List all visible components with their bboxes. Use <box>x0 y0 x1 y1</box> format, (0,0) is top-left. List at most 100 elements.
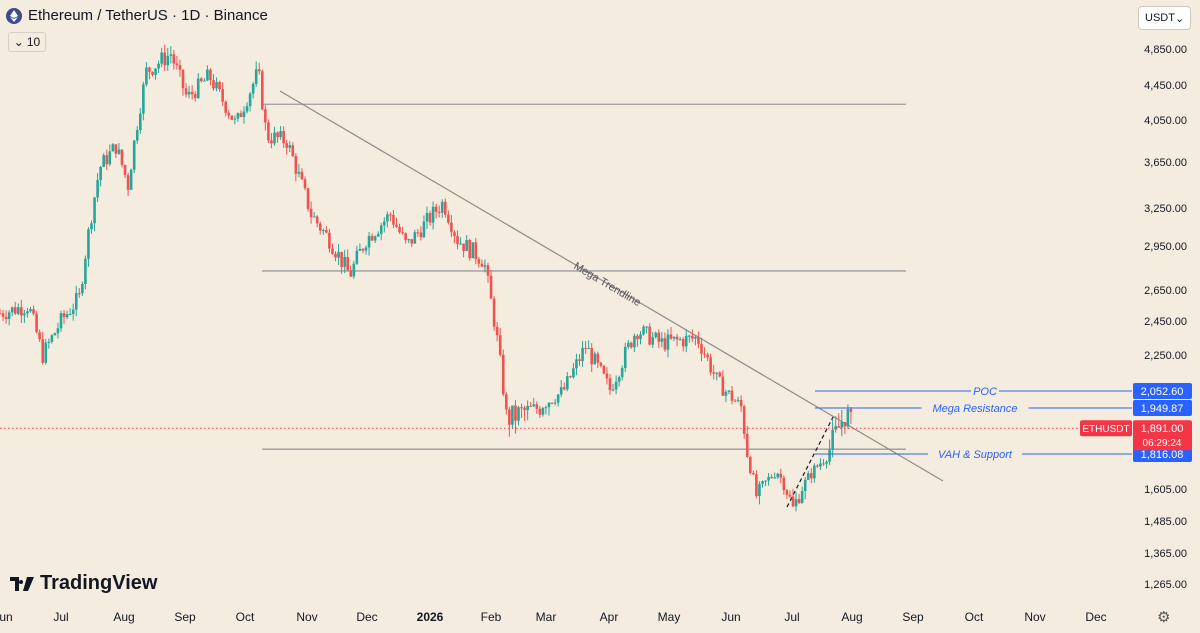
candle-body <box>556 394 560 403</box>
candle-body <box>712 372 715 374</box>
candle-body <box>224 101 227 113</box>
candle-body <box>65 314 69 318</box>
candle-body <box>666 334 670 350</box>
candle-body <box>715 372 719 374</box>
candle-body <box>550 402 554 404</box>
candle-body <box>596 353 600 363</box>
chevron-down-icon: ⌄ <box>13 35 24 49</box>
candle-body <box>678 339 682 341</box>
candle-body <box>361 248 365 251</box>
x-tick-label: Dec <box>356 610 377 624</box>
candle-body <box>376 233 380 237</box>
candle-body <box>35 313 38 333</box>
candle-body <box>776 473 780 478</box>
candle-body <box>416 232 420 234</box>
candle-body <box>745 433 749 457</box>
candle-body <box>770 476 773 478</box>
tradingview-logo[interactable]: TradingView <box>10 572 157 595</box>
x-tick-label: Sep <box>174 610 196 624</box>
candle-body <box>633 335 636 348</box>
trendline-label: Mega Trendline <box>571 260 642 309</box>
candle-body <box>221 89 224 102</box>
indicator-toggle[interactable]: ⌄ 10 <box>8 32 46 52</box>
candle-body <box>178 65 182 70</box>
candle-body <box>50 335 54 342</box>
candle-body <box>733 400 737 402</box>
rising-trendline[interactable] <box>786 416 834 508</box>
candle-body <box>739 399 743 407</box>
candle-body <box>340 251 343 267</box>
candle-body <box>386 214 389 222</box>
candle-body <box>68 314 72 316</box>
candle-body <box>611 389 615 391</box>
candle-body <box>541 407 545 415</box>
candle-body <box>166 55 170 66</box>
candle-body <box>117 149 121 154</box>
candle-body <box>291 145 295 157</box>
candle-body <box>782 477 786 491</box>
candle-body <box>450 222 453 233</box>
candle-body <box>602 365 606 374</box>
candle-body <box>78 293 81 295</box>
candle-body <box>282 130 285 144</box>
candle-body <box>593 353 597 365</box>
candle-body <box>105 155 109 165</box>
candle-body <box>501 354 505 395</box>
candle-body <box>206 69 209 81</box>
candle-body <box>4 316 8 319</box>
candle-body <box>742 406 746 434</box>
candle-body <box>126 175 130 190</box>
candle-body <box>120 149 124 165</box>
symbol-badge <box>1080 420 1132 437</box>
y-tick-label: 2,450.00 <box>1144 316 1187 328</box>
candle-body <box>444 201 447 215</box>
candle-body <box>800 491 804 503</box>
chart-header: Ethereum / TetherUS · 1D · Binance <box>6 7 268 24</box>
candle-body <box>846 408 850 427</box>
candle-body <box>620 367 624 378</box>
candle-body <box>709 357 712 373</box>
candle-body <box>456 235 459 245</box>
candle-body <box>325 230 328 233</box>
y-tick-label: 1,485.00 <box>1144 516 1187 528</box>
x-tick-label: Sep <box>902 610 924 624</box>
y-tick-label: 2,250.00 <box>1144 350 1187 362</box>
mega-trendline[interactable] <box>279 90 944 482</box>
x-tick-label: May <box>658 610 681 624</box>
candle-body <box>389 214 392 216</box>
candle-body <box>529 405 532 407</box>
candle-body <box>636 335 639 340</box>
candle-body <box>428 213 432 223</box>
candle-body <box>447 214 450 223</box>
candle-body <box>425 213 429 222</box>
candle-body <box>810 473 813 479</box>
candle-body <box>160 52 163 64</box>
candle-body <box>148 67 151 72</box>
x-tick-label: Jul <box>53 610 68 624</box>
candle-body <box>730 390 734 401</box>
candle-body <box>209 69 212 80</box>
price-axis-badge <box>1133 383 1192 399</box>
settings-gear-icon[interactable]: ⚙ <box>1157 609 1171 626</box>
candle-body <box>81 283 84 294</box>
currency-select[interactable]: USDT ⌄ <box>1138 6 1191 30</box>
x-tick-label: Nov <box>1024 610 1045 624</box>
candle-body <box>651 337 654 345</box>
indicator-count: 10 <box>26 35 41 49</box>
candle-body <box>337 251 340 258</box>
candle-body <box>517 407 520 421</box>
candle-body <box>553 402 557 404</box>
candle-body <box>779 473 783 478</box>
candle-body <box>309 208 313 218</box>
price-marker-label-bg <box>971 384 999 397</box>
candle-body <box>90 223 93 230</box>
candle-body <box>828 449 831 462</box>
candle-body <box>236 113 240 119</box>
chart-title: Ethereum / TetherUS · 1D · Binance <box>28 7 268 24</box>
candle-body <box>187 91 191 95</box>
candle-body <box>74 293 78 310</box>
candle-body <box>440 201 444 213</box>
candle-body <box>267 122 270 141</box>
candle-body <box>508 409 511 425</box>
